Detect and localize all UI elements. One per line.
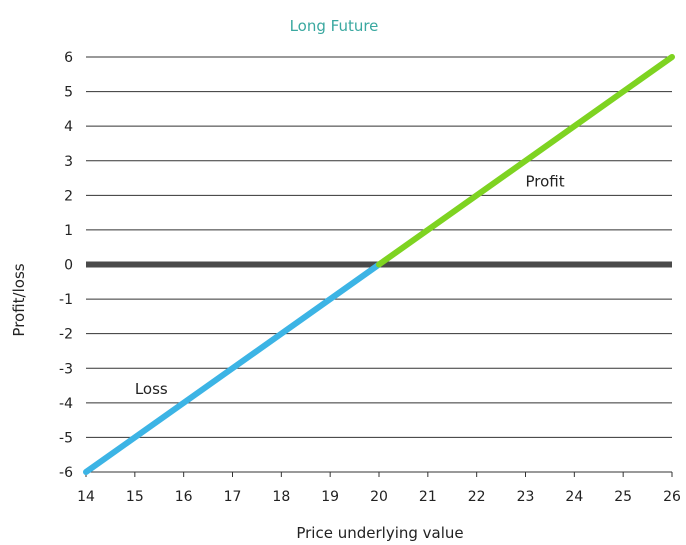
x-tick-label: 17	[224, 489, 242, 505]
profit-series-line	[376, 54, 675, 268]
y-tick-label: 6	[64, 50, 73, 66]
y-tick-label: 4	[64, 119, 73, 135]
y-tick-label: 1	[64, 223, 73, 239]
y-tick-labels: 6 5 4 3 2 1 0 -1 -2 -3 -4 -5 -6	[59, 50, 73, 481]
x-tick-label: 26	[663, 489, 681, 505]
x-tick-label: 22	[468, 489, 486, 505]
y-tick-label: 2	[64, 188, 73, 204]
annotation-label: Profit	[526, 173, 565, 191]
y-tick-label: 3	[64, 154, 73, 170]
x-tick-label: 25	[614, 489, 632, 505]
y-tick-label: -6	[59, 465, 73, 481]
data-series	[83, 54, 675, 475]
x-tick-label: 15	[126, 489, 144, 505]
y-tick-label: -2	[59, 327, 73, 343]
x-tick-label: 21	[419, 489, 437, 505]
x-tick-label: 18	[272, 489, 290, 505]
annotations: Profit Loss	[135, 173, 565, 399]
x-tick-label: 24	[565, 489, 583, 505]
y-tick-label: -4	[59, 396, 73, 412]
annotation-label: Loss	[135, 380, 168, 398]
x-tick-label: 20	[370, 489, 388, 505]
y-tick-label: -5	[59, 430, 73, 446]
x-axis-title: Price underlying value	[296, 524, 463, 542]
x-tick-label: 16	[175, 489, 193, 505]
y-tick-label: 0	[64, 258, 73, 274]
x-tick-label: 19	[321, 489, 339, 505]
x-tick-label: 23	[517, 489, 535, 505]
loss-series-line	[83, 261, 382, 475]
x-tick-label: 14	[77, 489, 95, 505]
x-tick-labels: 14 15 16 17 18 19 20 21 22 23 24 25 26	[77, 472, 681, 505]
y-axis-title: Profit/loss	[10, 263, 28, 336]
y-tick-label: 5	[64, 85, 73, 101]
y-tick-label: -1	[59, 292, 73, 308]
y-tick-label: -3	[59, 361, 73, 377]
chart-title: Long Future	[290, 17, 379, 35]
